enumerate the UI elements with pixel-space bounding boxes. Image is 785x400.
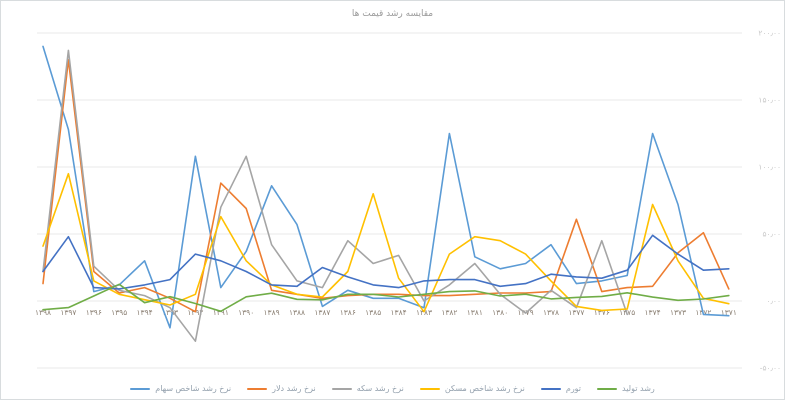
x-axis-year-label: ۱۳۸۱ [467, 308, 483, 317]
x-axis-year-label: ۱۳۸۲ [441, 308, 457, 317]
legend-label: رشد تولید [622, 384, 655, 393]
series-line [42, 172, 730, 313]
legend-label: نرخ رشد شاخص سهام [155, 384, 232, 393]
legend-label: نرخ رشد سکه [356, 384, 404, 393]
legend-label: نرخ رشد شاخص مسکن [444, 384, 525, 393]
y-axis-tick-label: ۱۵۰٫۰۰ [758, 96, 781, 105]
x-axis-year-label: ۱۳۷۳ [670, 308, 686, 317]
legend-item: نرخ رشد دلار [247, 384, 316, 393]
x-axis-year-label: ۱۳۹۶ [86, 308, 102, 317]
x-axis-year-label: ۱۳۷۸ [543, 308, 559, 317]
legend-item: نرخ رشد سکه [331, 384, 404, 393]
x-axis-year-label: ۱۳۸۶ [340, 308, 356, 317]
chart-legend: نرخ رشد شاخص سهام نرخ رشد دلار نرخ رشد سکه… [1, 384, 784, 393]
series-line [42, 49, 628, 342]
x-axis-year-label: ۱۳۸۹ [264, 308, 280, 317]
series-line [42, 59, 730, 313]
x-axis-year-label: ۱۳۹۴ [137, 308, 153, 317]
legend-swatch-line [597, 387, 618, 390]
x-axis-year-label: ۱۳۹۷ [60, 308, 76, 317]
legend-item: تورم [540, 384, 582, 393]
legend-swatch-line [247, 387, 268, 390]
legend-item: نرخ رشد شاخص مسکن [419, 384, 525, 393]
legend-label: نرخ رشد دلار [272, 384, 316, 393]
x-axis-year-label: ۱۳۹۵ [111, 308, 127, 317]
x-axis-year-label: ۱۳۸۰ [492, 308, 508, 317]
x-axis-year-label: ۱۳۸۸ [289, 308, 305, 317]
legend-swatch-line [419, 387, 440, 390]
legend-label: تورم [565, 384, 582, 393]
x-axis-year-label: ۱۳۸۴ [391, 308, 407, 317]
x-axis-year-label: ۱۳۸۷ [314, 308, 330, 317]
x-axis-year-label: ۱۳۷۴ [645, 308, 661, 317]
series-line [42, 234, 730, 290]
legend-swatch-line [331, 387, 352, 390]
x-axis-year-label: ۱۳۸۵ [365, 308, 381, 317]
legend-swatch-line [130, 387, 151, 390]
x-axis-year-label: ۱۳۹۲ [187, 308, 203, 317]
y-axis-tick-label: ۱۰۰٫۰۰ [758, 163, 781, 172]
x-axis-year-label: ۱۳۹۱ [213, 308, 229, 317]
x-axis-year-label: ۱۳۷۷ [568, 308, 584, 317]
x-axis-year-label: ۱۳۹۰ [238, 308, 254, 317]
legend-swatch-line [540, 387, 561, 390]
legend-item: رشد تولید [597, 384, 655, 393]
y-axis-tick-label: ۰٫۰۰ [766, 297, 781, 306]
legend-item: نرخ رشد شاخص سهام [130, 384, 231, 393]
y-axis-tick-label: ۵۰٫۰۰ [762, 230, 781, 239]
x-axis-year-label: ۱۳۷۱ [721, 308, 737, 317]
x-axis-year-label: ۱۳۹۳ [162, 308, 178, 317]
x-axis-year-label: ۱۳۷۶ [594, 308, 610, 317]
y-axis-tick-label: ۲۰۰٫۰۰ [758, 29, 781, 38]
chart-title: مقایسه رشد قیمت ها [351, 9, 434, 19]
series-line [42, 283, 730, 313]
y-axis-tick-label: -۵۰٫۰۰ [760, 364, 781, 373]
x-axis-year-label: ۱۳۹۸ [35, 308, 51, 317]
